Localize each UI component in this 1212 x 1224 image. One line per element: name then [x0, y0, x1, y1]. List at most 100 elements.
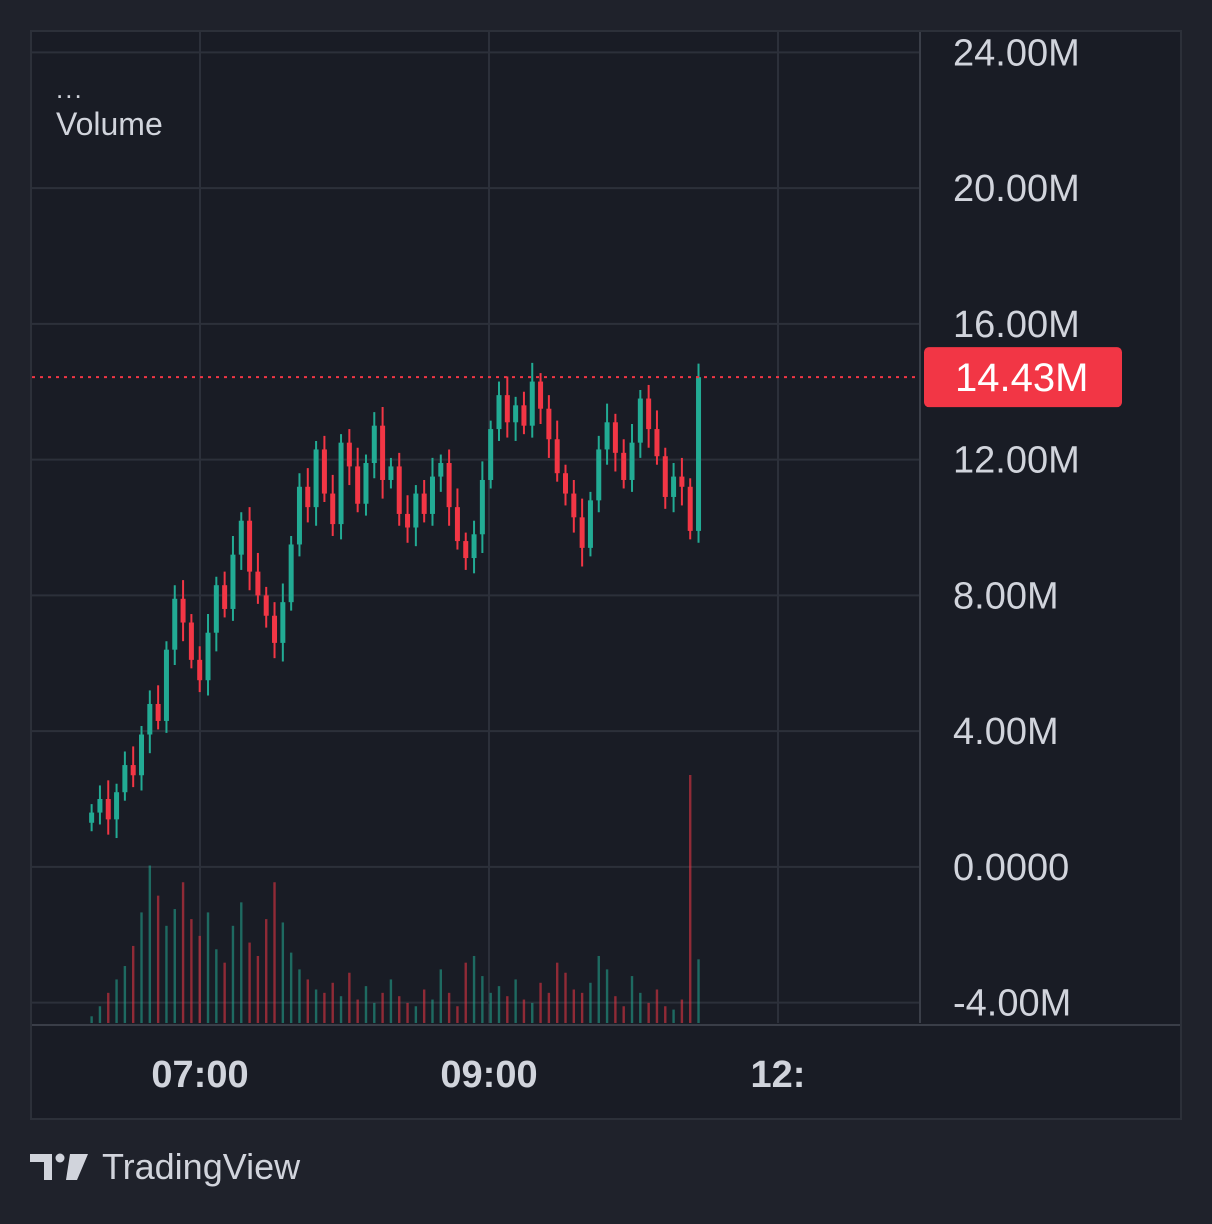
candle-body: [213, 585, 219, 633]
last-price-label: 14.43M: [955, 356, 1088, 400]
y-tick-label: -4.00M: [953, 983, 1071, 1025]
y-tick-label: 20.00M: [953, 168, 1080, 210]
candle-body: [496, 395, 502, 430]
volume-bar: [614, 996, 617, 1023]
candle-body: [388, 466, 394, 480]
volume-bar: [289, 952, 293, 1023]
candle-body: [139, 734, 145, 776]
candle-body: [163, 649, 169, 721]
candle-body: [296, 486, 302, 545]
candle-body: [188, 622, 194, 660]
volume-bar: [215, 949, 218, 1023]
volume-bar: [580, 992, 584, 1023]
volume-bar: [265, 919, 268, 1023]
volume-bar: [231, 925, 235, 1023]
volume-bar: [381, 992, 384, 1023]
candle-body: [446, 463, 452, 508]
volume-bar: [489, 992, 492, 1023]
volume-bar: [373, 1002, 376, 1023]
volume-bar: [348, 972, 351, 1023]
legend: ... Volume: [56, 76, 163, 146]
volume-bar: [98, 1006, 102, 1023]
volume-bar: [331, 982, 334, 1023]
volume-bar: [248, 942, 251, 1023]
volume-bar: [148, 865, 152, 1023]
y-tick-label: 16.00M: [953, 304, 1080, 346]
volume-bar: [398, 996, 401, 1023]
candle-body: [238, 520, 244, 555]
x-tick-label: 12:: [751, 1054, 806, 1096]
candle-body: [546, 408, 552, 440]
volume-bar: [589, 982, 592, 1023]
candle-body: [280, 602, 286, 643]
volume-bar: [697, 959, 700, 1023]
candle-body: [463, 541, 469, 559]
volume-bar: [256, 955, 260, 1023]
candle-body: [247, 520, 253, 572]
volume-bar: [206, 912, 210, 1023]
volume-bar: [572, 989, 576, 1023]
candle-body: [338, 442, 344, 525]
volume-bar: [273, 882, 276, 1023]
candle-body: [629, 442, 635, 480]
y-tick-label: 8.00M: [953, 575, 1059, 617]
volume-bar: [281, 922, 285, 1023]
volume-bar: [539, 982, 542, 1023]
brand-name: TradingView: [102, 1146, 301, 1187]
candle-body: [538, 381, 544, 409]
candle-body: [371, 425, 377, 464]
candle-body: [122, 765, 128, 793]
volume-bar: [555, 962, 559, 1023]
volume-bar: [639, 992, 642, 1023]
candle-body: [114, 792, 120, 820]
volume-bar: [240, 902, 243, 1023]
legend-title: Volume: [56, 106, 163, 142]
volume-bar: [314, 989, 318, 1023]
volume-bar: [422, 989, 426, 1023]
candle-body: [105, 799, 111, 820]
volume-bar: [115, 979, 118, 1023]
candle-body: [380, 425, 386, 480]
candle-body: [230, 554, 236, 609]
last-price-tag: [924, 347, 1122, 408]
candle-body: [438, 463, 444, 477]
volume-bar: [298, 969, 301, 1023]
volume-bar: [497, 986, 501, 1023]
candle-body: [305, 486, 311, 508]
candle-body: [197, 659, 203, 681]
volume-bar: [447, 992, 451, 1023]
volume-bar: [622, 1006, 625, 1023]
y-tick-label: 4.00M: [953, 711, 1059, 753]
candle-body: [147, 703, 153, 735]
candle-body: [679, 476, 685, 487]
candle-body: [513, 405, 519, 423]
volume-bar: [464, 962, 467, 1023]
volume-bar: [547, 992, 551, 1023]
volume-bar: [181, 882, 185, 1023]
candle-body: [330, 493, 336, 525]
candle-body: [504, 395, 510, 423]
candle-body: [313, 449, 319, 508]
volume-bar: [339, 996, 343, 1023]
y-tick-label: 12.00M: [953, 440, 1080, 482]
volume-bar: [680, 999, 684, 1023]
candle-body: [637, 398, 643, 443]
legend-more-icon[interactable]: ...: [56, 74, 84, 104]
candle-body: [471, 534, 477, 559]
tradingview-brand[interactable]: TradingView: [30, 1146, 300, 1188]
volume-bar: [439, 969, 443, 1023]
volume-bar: [605, 969, 609, 1023]
chart-frame: [30, 30, 1182, 1120]
candle-body: [405, 513, 411, 528]
candle-body: [563, 473, 569, 494]
candle-body: [222, 585, 228, 609]
volume-bar: [630, 976, 634, 1023]
candle-body: [621, 452, 627, 480]
candle-body: [363, 463, 369, 504]
volume-bar: [514, 979, 517, 1023]
volume-bar: [306, 979, 309, 1023]
volume-bar: [123, 966, 127, 1023]
candle-body: [288, 544, 294, 603]
candle-body: [355, 466, 361, 504]
